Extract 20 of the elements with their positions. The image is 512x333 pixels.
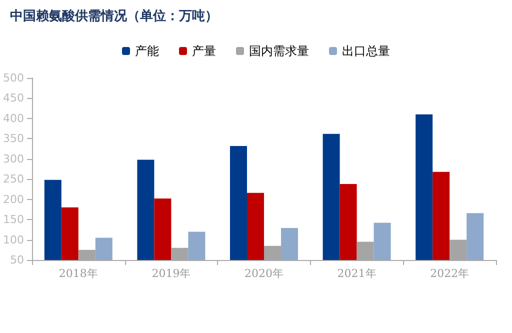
legend-label: 出口总量 [342, 44, 390, 58]
x-tick-label: 2018年 [58, 267, 98, 280]
y-tick-label: 100 [3, 233, 24, 246]
y-tick-label: 300 [3, 152, 24, 166]
y-tick-label: 200 [3, 192, 24, 206]
chart-title: 中国赖氨酸供需情况（单位：万吨） [10, 8, 218, 24]
x-tick-label: 2021年 [337, 267, 376, 280]
y-tick-label: 250 [3, 172, 24, 186]
legend-label: 国内需求量 [249, 44, 309, 58]
x-tick-label: 2019年 [152, 267, 191, 280]
y-tick-label: 400 [3, 112, 24, 125]
y-tick-label: 150 [3, 213, 24, 226]
y-tick-label: 450 [3, 92, 24, 105]
legend-label: 产能 [135, 44, 159, 58]
legend-label: 产量 [192, 44, 216, 58]
y-tick-label: 50 [10, 254, 24, 266]
y-tick-label: 500 [3, 72, 24, 84]
y-tick-label: 350 [3, 132, 24, 146]
x-tick-label: 2020年 [244, 267, 284, 280]
x-tick-label: 2022年 [430, 267, 470, 280]
